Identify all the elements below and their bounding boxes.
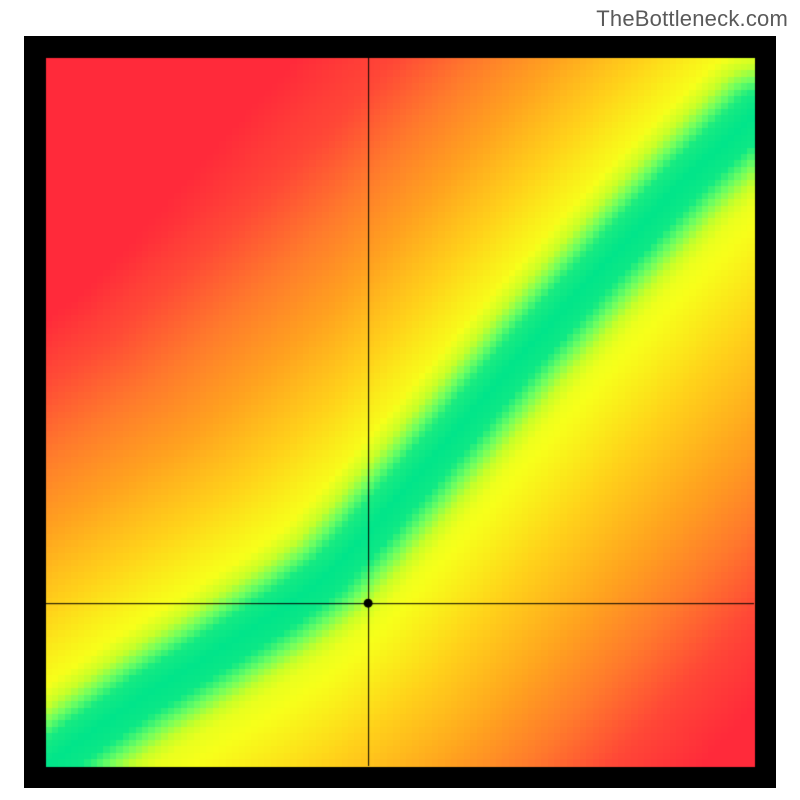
- heatmap-canvas: [24, 36, 776, 788]
- heatmap-plot-frame: [24, 36, 776, 788]
- chart-container: TheBottleneck.com: [0, 0, 800, 800]
- branding-text: TheBottleneck.com: [596, 6, 788, 32]
